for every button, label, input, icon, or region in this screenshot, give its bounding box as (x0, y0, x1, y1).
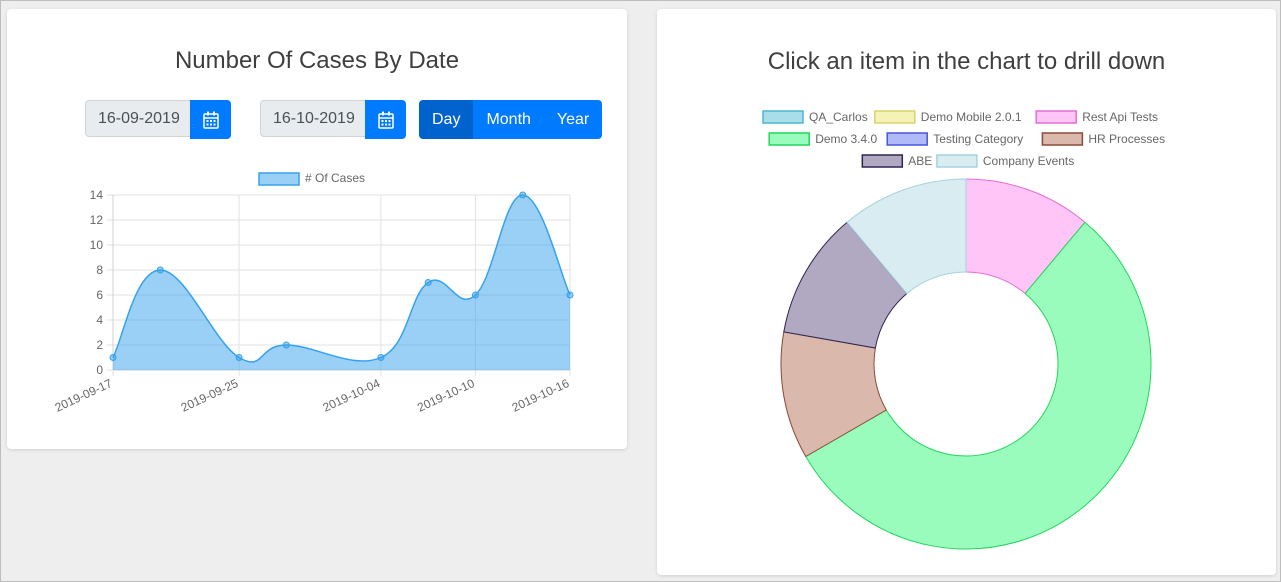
data-point (471, 291, 479, 299)
drilldown-chart-title: Click an item in the chart to drill down (767, 48, 1166, 75)
y-tick-label: 2 (96, 338, 103, 352)
data-point (424, 279, 432, 286)
legend-swatch (762, 110, 804, 124)
y-tick-label: 6 (96, 288, 103, 302)
legend-swatch (1035, 110, 1077, 124)
calendar-icon (377, 111, 394, 129)
y-tick-label: 14 (90, 188, 104, 202)
data-point (235, 354, 243, 361)
donut-slice[interactable] (805, 221, 1152, 550)
day-button[interactable]: Day (419, 100, 474, 139)
legend-item[interactable]: Rest Api Tests (1035, 110, 1158, 124)
legend-label: # Of Cases (305, 171, 365, 185)
data-point (566, 291, 574, 299)
from-date-input[interactable] (85, 100, 191, 137)
cases-line-chart[interactable]: # Of Cases 0 2 4 6 8 10 12 14 2019-09-17 2019-09-2… (7, 9, 627, 449)
y-tick-label: 12 (90, 213, 104, 227)
legend-label: Company Events (983, 154, 1074, 168)
to-date-input[interactable] (260, 100, 366, 137)
x-tick-label: 2019-10-04 (321, 376, 383, 415)
data-point (519, 191, 527, 199)
legend-item[interactable]: Company Events (936, 154, 1074, 168)
cases-by-date-card: Number Of Cases By Date Day Month Year #… (7, 9, 627, 449)
data-point (156, 266, 164, 274)
year-button[interactable]: Year (543, 100, 603, 139)
legend-label: Rest Api Tests (1082, 110, 1158, 124)
month-button[interactable]: Month (473, 100, 544, 139)
cases-chart-title: Number Of Cases By Date (174, 47, 460, 74)
x-tick-label: 2019-09-25 (179, 376, 241, 415)
legend-swatch (768, 132, 810, 146)
category-donut-chart[interactable]: QA_Carlos Demo Mobile 2.0.1 Rest Api Tests… (657, 9, 1276, 575)
legend-label: Demo 3.4.0 (815, 132, 877, 146)
donut-slice[interactable] (846, 178, 967, 295)
legend-item[interactable]: HR Processes (1041, 132, 1165, 146)
y-tick-label: 0 (96, 363, 103, 377)
y-tick-label: 10 (90, 238, 104, 252)
legend-item[interactable]: Demo Mobile 2.0.1 (874, 110, 1022, 124)
legend-label: QA_Carlos (809, 110, 868, 124)
data-point (109, 354, 117, 361)
to-date-calendar-button[interactable] (365, 100, 406, 139)
x-tick-label: 2019-10-10 (415, 376, 477, 415)
y-tick-label: 4 (96, 313, 103, 327)
drilldown-card: Click an item in the chart to drill down… (657, 9, 1276, 575)
legend-label: HR Processes (1088, 132, 1165, 146)
legend-swatch (1041, 132, 1084, 146)
from-date-calendar-button[interactable] (190, 100, 231, 139)
data-point (377, 354, 385, 361)
legend-swatch (936, 154, 978, 168)
y-tick-label: 8 (96, 263, 103, 277)
legend-item[interactable]: ABE (861, 154, 932, 168)
legend-label: Testing Category (933, 132, 1023, 146)
legend-swatch (886, 132, 928, 146)
legend-item[interactable]: Testing Category (886, 132, 1023, 146)
x-tick-label: 2019-10-16 (510, 376, 572, 415)
cases-area-fill (113, 195, 570, 370)
legend-item[interactable]: QA_Carlos (762, 110, 868, 124)
calendar-icon (202, 111, 219, 129)
data-point (282, 341, 290, 349)
x-tick-label: 2019-09-17 (53, 376, 115, 415)
legend-swatch (874, 110, 916, 124)
donut-legend: QA_Carlos Demo Mobile 2.0.1 Rest Api Tests… (762, 110, 1165, 168)
legend-label: Demo Mobile 2.0.1 (921, 110, 1022, 124)
granularity-button-group: Day Month Year (419, 100, 603, 139)
legend-swatch (861, 154, 904, 168)
legend-swatch (258, 172, 300, 186)
cases-legend: # Of Cases (258, 171, 365, 186)
legend-item[interactable]: Demo 3.4.0 (768, 132, 878, 146)
legend-label: ABE (908, 154, 932, 168)
